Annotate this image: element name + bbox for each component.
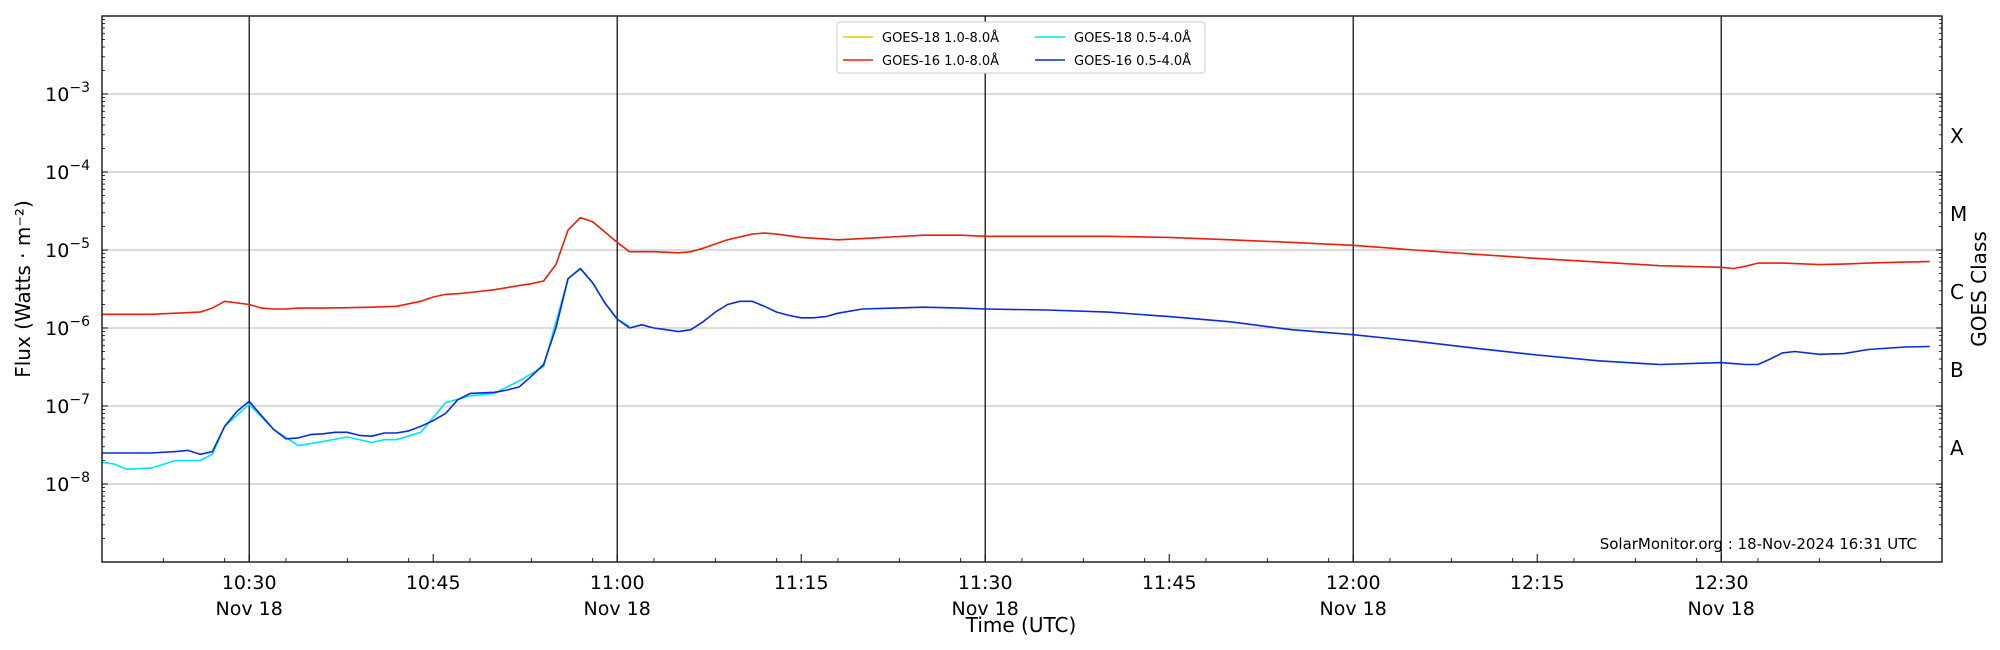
x-tick-date-label: Nov 18 <box>1320 598 1387 620</box>
source-annotation: SolarMonitor.org : 18-Nov-2024 16:31 UTC <box>1600 535 1917 553</box>
goes-class-labels: A B C M X <box>1950 124 1967 460</box>
y-tick-label: 10−6 <box>45 314 90 340</box>
legend-label-goes16-long: GOES-16 1.0-8.0Å <box>882 53 999 69</box>
series-line-2 <box>102 216 1930 316</box>
goes-class-a: A <box>1950 436 1964 460</box>
x-tick-label: 11:00 <box>590 572 645 594</box>
legend-label-goes18-long: GOES-18 1.0-8.0Å <box>882 30 999 46</box>
x-axis-label: Time (UTC) <box>965 613 1077 637</box>
x-tick-date-label: Nov 18 <box>584 598 651 620</box>
legend: GOES-18 1.0-8.0Å GOES-16 1.0-8.0Å GOES-1… <box>836 21 1206 74</box>
legend-box <box>836 21 1206 74</box>
y-tick-label: 10−4 <box>45 158 90 184</box>
vertical-markers <box>248 16 1722 562</box>
goes-class-m: M <box>1950 202 1967 226</box>
series-line-1 <box>101 268 630 471</box>
grid-lines <box>102 93 1942 485</box>
x-tick-label: 11:45 <box>1142 572 1197 594</box>
goes-class-b: B <box>1950 358 1964 382</box>
y-axis-ticks: 10−8 10−7 10−6 10−5 10−4 10−3 <box>45 19 1942 539</box>
x-tick-label: 12:15 <box>1510 572 1565 594</box>
y-tick-label: 10−5 <box>45 236 90 262</box>
series-layer <box>101 216 1930 471</box>
legend-label-goes18-short: GOES-18 0.5-4.0Å <box>1074 30 1191 46</box>
y-axis-label: Flux (Watts · m⁻²) <box>11 200 35 378</box>
x-tick-date-label: Nov 18 <box>952 598 1019 620</box>
x-tick-label: 10:45 <box>406 572 461 594</box>
x-tick-label: 11:15 <box>774 572 829 594</box>
x-tick-date-label: Nov 18 <box>216 598 283 620</box>
y2-axis-label: GOES Class <box>1967 231 1991 347</box>
x-tick-label: 12:30 <box>1694 572 1749 594</box>
x-tick-date-label: Nov 18 <box>1688 598 1755 620</box>
x-tick-label: 12:00 <box>1326 572 1381 594</box>
y-tick-label: 10−3 <box>45 80 90 106</box>
x-tick-label: 10:30 <box>222 572 277 594</box>
goes-class-c: C <box>1950 280 1964 304</box>
x-axis-ticks: 10:30 Nov 18 10:45 11:00 Nov 18 11:15 11:30 Nov… <box>101 554 1943 620</box>
y-tick-label: 10−8 <box>45 470 90 496</box>
x-tick-label: 11:30 <box>958 572 1013 594</box>
legend-label-goes16-short: GOES-16 0.5-4.0Å <box>1074 53 1191 69</box>
plot-frame <box>101 15 1943 563</box>
goes-class-x: X <box>1950 124 1964 148</box>
series-line-3 <box>102 267 1930 456</box>
y-tick-label: 10−7 <box>45 392 90 418</box>
